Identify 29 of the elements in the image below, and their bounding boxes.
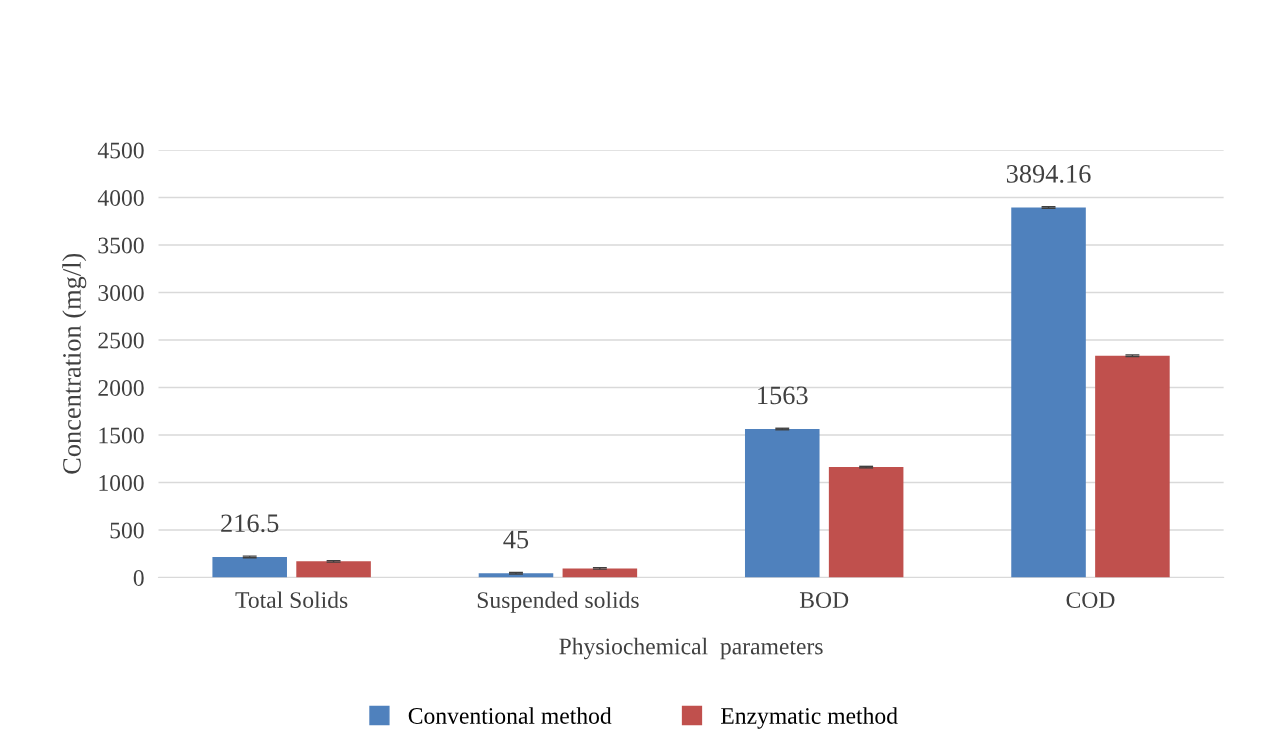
y-tick-label: 3500 [98,237,144,254]
data-label: 3894.16 [1006,164,1091,183]
x-tick-label: COD [1066,592,1115,609]
y-axis-title: Concentration (mg/l) [62,253,87,474]
y-tick-label: 4500 [97,142,144,159]
x-tick-label: Suspended solids [477,591,639,613]
bar [1011,207,1086,578]
y-tick-label: 1000 [99,474,144,491]
y-tick-label: 1500 [99,427,144,444]
data-label: 1563 [758,386,808,405]
legend-label: Enzymatic method [721,707,898,729]
bar [744,429,820,578]
y-tick-label: 4000 [97,189,144,206]
y-tick-label: 2500 [98,332,144,349]
bar [828,467,904,578]
data-label: 216.5 [221,514,279,533]
y-tick-label: 500 [110,522,144,539]
x-axis-title: Physiochemical parameters [559,637,823,660]
bar [1095,355,1170,578]
data-label: 45 [503,530,529,549]
x-tick-label: Total Solids [235,591,348,609]
bar [296,561,371,578]
x-tick-label: BOD [799,592,849,609]
bar [562,568,638,578]
bar [212,556,287,578]
legend-label: Conventional method [408,707,612,724]
y-tick-label: 2000 [98,379,144,396]
y-tick-label: 0 [133,569,144,586]
y-tick-label: 3000 [98,284,144,301]
